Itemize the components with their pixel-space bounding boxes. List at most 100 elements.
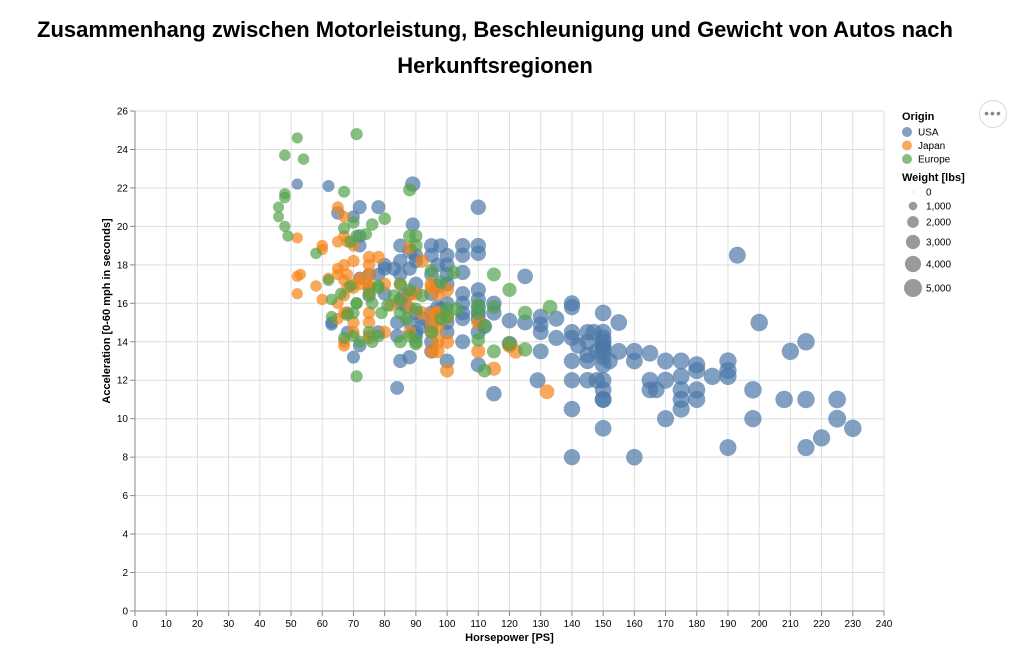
size-legend-label: 5,000	[926, 284, 951, 295]
data-point-japan	[415, 254, 429, 268]
x-tick-label: 130	[532, 619, 549, 630]
data-point-usa	[594, 304, 612, 322]
x-tick-label: 50	[285, 619, 297, 630]
data-point-usa	[672, 352, 690, 370]
y-tick-label: 4	[122, 530, 128, 541]
data-point-usa	[548, 329, 565, 346]
data-point-europe	[353, 335, 366, 348]
x-tick-label: 30	[223, 619, 235, 630]
size-legend-swatch	[904, 279, 922, 297]
chart-title: Zusammenhang zwischen Motorleistung, Bes…	[0, 12, 990, 84]
data-point-japan	[372, 250, 385, 264]
legend-label-europe: Europe	[918, 155, 951, 166]
data-point-usa	[672, 400, 690, 418]
x-tick-label: 40	[254, 619, 266, 630]
data-point-usa	[455, 334, 471, 350]
y-tick-label: 24	[117, 145, 129, 156]
chart-actions-menu-button[interactable]: •••	[979, 100, 1007, 128]
data-point-usa	[470, 199, 487, 215]
data-point-usa	[455, 247, 471, 263]
data-point-usa	[371, 267, 386, 282]
legend-swatch-japan	[902, 140, 912, 151]
data-point-usa	[797, 333, 815, 351]
data-point-europe	[350, 370, 363, 383]
data-point-japan	[291, 232, 303, 244]
data-point-usa	[744, 381, 762, 399]
data-point-europe	[502, 336, 517, 351]
data-point-europe	[279, 149, 291, 161]
data-point-usa	[405, 217, 420, 232]
y-tick-label: 20	[117, 222, 129, 233]
data-point-japan	[362, 268, 376, 281]
data-point-europe	[297, 153, 310, 165]
data-point-japan	[439, 334, 455, 349]
data-point-europe	[471, 298, 486, 313]
size-legend-swatch	[904, 255, 922, 273]
data-point-europe	[325, 293, 338, 306]
data-point-usa	[579, 371, 596, 389]
data-point-japan	[291, 270, 303, 282]
data-point-europe	[409, 302, 423, 316]
size-legend-label: 0	[926, 188, 932, 199]
data-point-usa	[828, 390, 847, 409]
data-point-usa	[719, 352, 737, 370]
data-point-usa	[532, 324, 549, 341]
data-point-usa	[563, 400, 581, 418]
x-tick-label: 240	[876, 619, 893, 630]
x-tick-label: 20	[192, 619, 204, 630]
data-point-usa	[828, 409, 847, 428]
data-point-usa	[346, 350, 360, 364]
data-point-usa	[390, 380, 405, 395]
data-point-japan	[353, 272, 366, 285]
y-tick-label: 14	[117, 337, 129, 348]
data-point-usa	[579, 352, 596, 370]
y-tick-label: 10	[117, 414, 129, 425]
data-point-europe	[517, 342, 533, 357]
y-tick-label: 16	[117, 299, 129, 310]
data-point-usa	[548, 310, 565, 327]
data-point-europe	[365, 297, 379, 310]
data-point-europe	[486, 344, 501, 359]
x-tick-label: 10	[161, 619, 173, 630]
data-point-europe	[325, 310, 338, 323]
data-point-europe	[517, 305, 533, 321]
x-tick-label: 220	[813, 619, 830, 630]
data-point-europe	[424, 263, 439, 278]
data-point-europe	[403, 283, 417, 297]
size-legend-swatch	[908, 201, 918, 211]
data-point-usa	[455, 286, 471, 302]
data-point-usa	[812, 429, 831, 447]
data-point-japan	[291, 288, 303, 300]
data-point-japan	[362, 250, 376, 264]
data-point-usa	[625, 352, 643, 370]
x-tick-label: 200	[751, 619, 768, 630]
size-legend-label: 1,000	[926, 202, 951, 213]
data-point-usa	[656, 371, 675, 389]
data-point-usa	[672, 367, 690, 385]
data-point-europe	[344, 279, 357, 293]
data-point-europe	[350, 127, 363, 141]
data-point-usa	[594, 356, 612, 374]
data-point-usa	[291, 178, 303, 190]
data-point-japan	[331, 201, 344, 214]
data-point-europe	[291, 132, 303, 144]
chart-axes: 0 10 20 30 40 50 60 70 80 90 100 110 120 130 140 150 160…	[101, 107, 893, 645]
data-point-europe	[393, 306, 407, 320]
data-point-europe	[279, 191, 291, 204]
data-point-europe	[273, 211, 285, 223]
data-point-europe	[337, 222, 351, 235]
data-point-japan	[430, 344, 445, 359]
data-point-europe	[322, 274, 335, 287]
data-point-usa	[563, 299, 581, 316]
data-point-japan	[471, 344, 486, 359]
data-point-usa	[579, 323, 596, 341]
data-point-europe	[310, 247, 322, 260]
data-point-japan	[316, 239, 328, 252]
data-point-europe	[542, 299, 558, 315]
data-points	[272, 127, 862, 466]
size-legend-swatch	[907, 216, 919, 228]
data-point-europe	[279, 220, 291, 232]
data-point-europe	[415, 288, 429, 303]
data-point-usa	[744, 410, 762, 428]
chart-grid	[134, 110, 885, 612]
